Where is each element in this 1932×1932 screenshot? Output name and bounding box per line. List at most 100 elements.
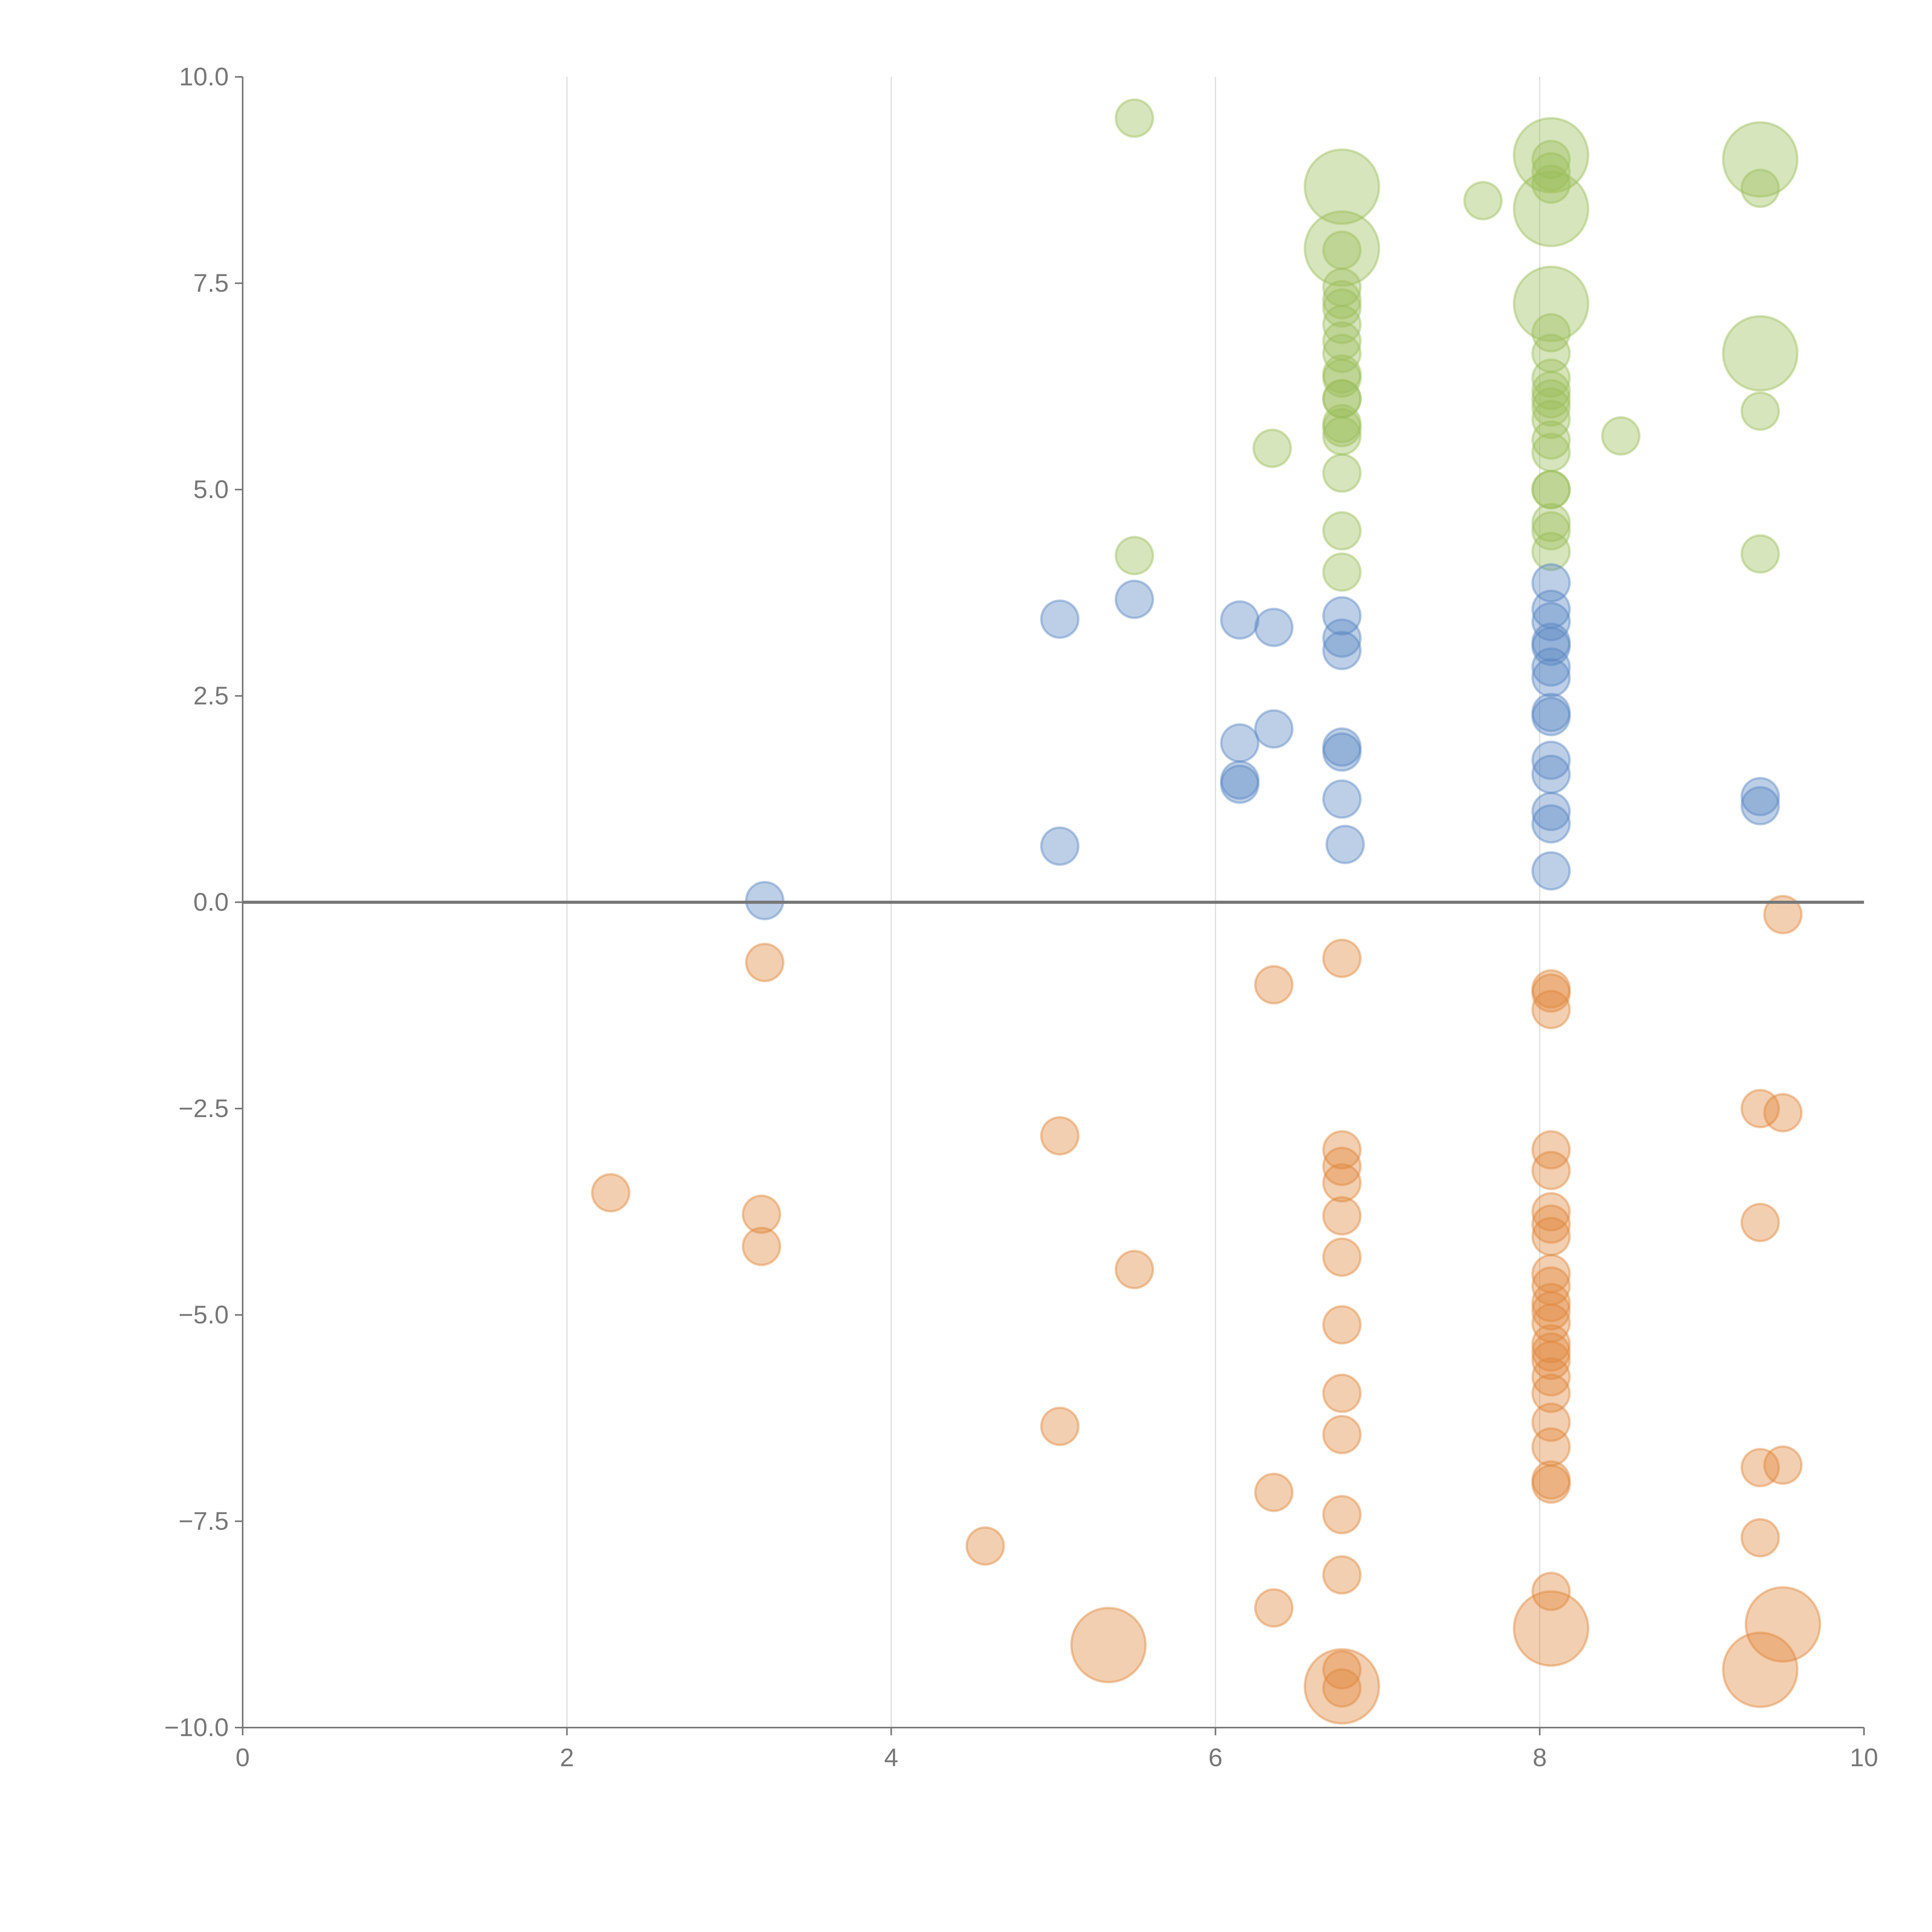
green-data-point — [1531, 371, 1571, 410]
orange-data-point — [1070, 1607, 1147, 1684]
orange-data-point — [1322, 1237, 1362, 1277]
orange-data-point — [742, 1226, 781, 1266]
blue-data-point — [1325, 825, 1365, 864]
orange-data-point — [1531, 990, 1571, 1029]
green-data-point — [1722, 121, 1799, 198]
green-data-point — [1740, 168, 1780, 208]
orange-data-point — [1531, 1427, 1571, 1467]
blue-data-point — [1531, 658, 1571, 698]
green-data-point — [1322, 379, 1362, 419]
orange-data-point — [1531, 969, 1571, 1009]
green-data-point — [1322, 230, 1362, 270]
orange-data-point — [1531, 1303, 1571, 1343]
orange-data-point — [1531, 973, 1571, 1013]
y-tick-label: 10.0 — [179, 62, 229, 91]
green-data-point — [1513, 117, 1590, 194]
green-data-point — [1740, 391, 1780, 431]
orange-data-point — [1740, 1089, 1780, 1128]
blue-data-point — [1531, 626, 1571, 666]
blue-data-point — [1322, 596, 1362, 636]
orange-data-point — [1745, 1586, 1821, 1663]
orange-data-point — [1531, 1340, 1571, 1380]
orange-data-point — [1322, 1495, 1362, 1534]
data-points — [591, 98, 1821, 1725]
green-data-point — [1531, 432, 1571, 472]
green-data-point — [1322, 408, 1362, 447]
blue-data-point — [1531, 754, 1571, 794]
blue-data-point — [1254, 709, 1294, 749]
blue-data-point — [1220, 764, 1260, 804]
orange-data-point — [1740, 1518, 1780, 1558]
orange-data-point — [1303, 1648, 1380, 1725]
blue-data-point — [1531, 563, 1571, 603]
green-data-point — [1531, 470, 1571, 509]
green-data-point — [1322, 321, 1362, 361]
y-tick-label: −10.0 — [164, 1713, 229, 1742]
green-data-point — [1601, 416, 1641, 456]
blue-data-point — [1040, 826, 1080, 866]
blue-data-point — [1322, 631, 1362, 670]
green-data-point — [1531, 420, 1571, 460]
orange-data-point — [1322, 1415, 1362, 1454]
green-data-point — [1531, 164, 1571, 204]
green-data-point — [1531, 470, 1571, 509]
orange-data-point — [1322, 1668, 1362, 1708]
blue-data-point — [1220, 723, 1260, 763]
x-tick-label: 10 — [1850, 1743, 1878, 1772]
x-tick-label: 6 — [1208, 1743, 1223, 1772]
blue-data-point — [1322, 732, 1362, 772]
green-data-point — [1531, 532, 1571, 571]
orange-data-point — [1763, 895, 1803, 935]
green-data-point — [1322, 379, 1362, 419]
green-data-point — [1740, 534, 1780, 574]
orange-data-point — [1531, 1571, 1571, 1611]
green-data-point — [1322, 288, 1362, 328]
orange-data-point — [1322, 1196, 1362, 1236]
green-data-point — [1531, 379, 1571, 419]
green-data-point — [1322, 267, 1362, 307]
y-tick-label: −2.5 — [179, 1094, 229, 1122]
orange-data-point — [1322, 939, 1362, 978]
orange-data-point — [1322, 1555, 1362, 1595]
blue-data-point — [1254, 607, 1294, 647]
green-data-point — [1531, 313, 1571, 353]
orange-data-point — [1531, 1324, 1571, 1364]
orange-data-point — [1740, 1448, 1780, 1488]
blue-data-point — [1531, 740, 1571, 780]
x-tick-label: 2 — [560, 1743, 574, 1772]
orange-data-point — [1040, 1116, 1080, 1156]
blue-data-point — [1220, 600, 1260, 640]
orange-data-point — [1531, 1357, 1571, 1397]
blue-data-point — [1740, 777, 1780, 816]
y-tick-label: 7.5 — [193, 269, 229, 297]
orange-data-point — [1531, 1464, 1571, 1504]
orange-data-point — [1322, 1305, 1362, 1345]
orange-data-point — [1531, 1192, 1571, 1231]
blue-data-point — [1531, 792, 1571, 832]
green-data-point — [1322, 280, 1362, 320]
orange-data-point — [1513, 1590, 1590, 1667]
orange-data-point — [1531, 1204, 1571, 1244]
orange-data-point — [1322, 1650, 1362, 1690]
green-data-point — [1513, 170, 1590, 247]
orange-data-point — [1531, 1291, 1571, 1331]
blue-data-point — [1531, 697, 1571, 736]
axes: 0 2 4 6 8 10 10.0 7.5 5.0 2.5 0.0 −2.5 −5.0 −7.5 −10.0 — [164, 62, 1878, 1772]
orange-data-point — [745, 942, 785, 982]
orange-data-point — [1254, 1473, 1294, 1512]
green-data-point — [1322, 354, 1362, 394]
green-data-point — [1513, 265, 1590, 342]
green-data-point — [1722, 315, 1799, 392]
green-data-point — [1114, 536, 1154, 575]
blue-data-point — [1040, 599, 1080, 639]
orange-data-point — [742, 1194, 781, 1234]
blue-data-point — [1531, 647, 1571, 687]
blue-data-point — [1322, 618, 1362, 658]
orange-data-point — [1322, 1130, 1362, 1170]
orange-data-point — [1322, 1146, 1362, 1186]
orange-data-point — [1531, 1373, 1571, 1413]
green-data-point — [1531, 139, 1571, 179]
blue-data-point — [745, 881, 785, 920]
green-data-point — [1531, 511, 1571, 551]
green-data-point — [1114, 98, 1154, 138]
